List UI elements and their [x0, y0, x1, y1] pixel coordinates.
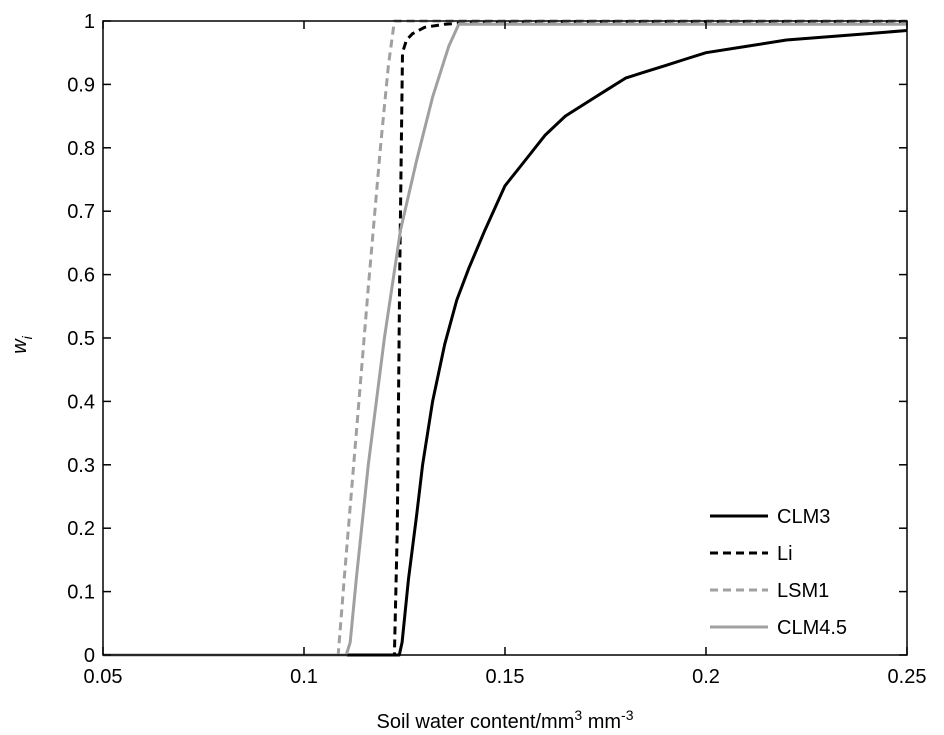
plot-area — [103, 19, 907, 657]
y-tick-label: 0 — [84, 645, 95, 667]
legend-item-0: CLM3 — [710, 506, 830, 528]
series-lines — [103, 19, 907, 657]
legend: CLM3 Li LSM1 CLM4.5 — [710, 506, 847, 639]
y-tick-label: 0.4 — [67, 391, 95, 413]
y-tick-label: 0.1 — [67, 582, 95, 604]
y-tick-label: 0.2 — [67, 518, 95, 540]
y-tick-label: 0.6 — [67, 265, 95, 287]
legend-label: CLM3 — [777, 506, 830, 528]
y-tick-label: 0.7 — [67, 201, 95, 223]
y-axis-title: wi — [9, 335, 35, 353]
x-tick-label: 0.15 — [486, 666, 525, 688]
axes: 0.05 0.1 0.15 0.2 0.25 0 0.1 0.2 0.3 0.4 0.5 0.6 0.7… — [67, 11, 926, 688]
series-line-2 — [103, 19, 907, 657]
legend-item-1: Li — [710, 543, 793, 565]
legend-item-2: LSM1 — [710, 580, 829, 602]
y-tick-label: 0.9 — [67, 74, 95, 96]
legend-label: CLM4.5 — [777, 617, 847, 639]
y-tick-label: 0.8 — [67, 138, 95, 160]
y-tick-label: 1 — [84, 11, 95, 33]
x-tick-label: 0.1 — [290, 666, 318, 688]
y-tick-label: 0.5 — [67, 328, 95, 350]
legend-label: LSM1 — [777, 580, 829, 602]
series-line-3 — [103, 22, 907, 657]
y-tick-label: 0.3 — [67, 455, 95, 477]
x-axis-title: Soil water content/mm3 mm-3 — [377, 707, 634, 733]
x-tick-label: 0.25 — [888, 666, 927, 688]
x-tick-label: 0.2 — [692, 666, 720, 688]
series-line-0 — [103, 29, 907, 657]
series-line-1 — [103, 20, 907, 657]
legend-item-3: CLM4.5 — [710, 617, 847, 639]
x-tick-label: 0.05 — [84, 666, 123, 688]
legend-label: Li — [777, 543, 793, 565]
